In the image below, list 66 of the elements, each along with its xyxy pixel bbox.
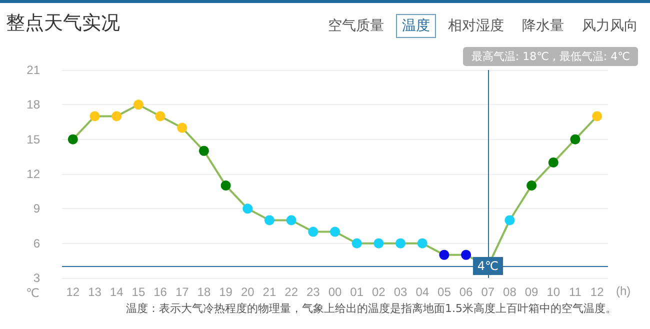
point	[68, 134, 78, 144]
y-tick-label: 15	[26, 132, 40, 146]
text: 降水量	[521, 17, 565, 36]
x-tick-label: 12	[590, 285, 604, 299]
point	[504, 215, 515, 226]
x-tick-label: 00	[328, 285, 342, 299]
y-tick-label: 12	[26, 167, 40, 181]
point	[286, 215, 296, 226]
text: 温度：表示大气冷热程度的物理量，气象上给出的温度是指离地面1.5米高度上百叶箱中的空气温度。	[126, 301, 616, 316]
point	[374, 238, 384, 248]
x-tick-label: 17	[175, 285, 190, 299]
y-tick-label: 18	[26, 98, 40, 112]
point	[396, 238, 406, 248]
x-tick-label: 02	[372, 285, 386, 299]
x-tick-label: 14	[110, 285, 124, 299]
x-tick-label: 08	[503, 285, 517, 299]
point	[198, 146, 209, 156]
x-tick-label: 15	[132, 285, 146, 299]
y-tick-label: 3	[33, 271, 40, 285]
point	[242, 204, 253, 214]
point	[177, 122, 188, 133]
x-tick-label: 09	[524, 285, 539, 299]
point	[439, 250, 450, 260]
point	[264, 215, 274, 226]
y-tick-label: 9	[33, 202, 40, 216]
x-tick-label: 22	[284, 285, 298, 299]
point	[133, 100, 144, 110]
x-tick-label: 01	[350, 285, 364, 299]
text: 空气质量	[327, 17, 385, 36]
y-tick-label: 6	[33, 236, 40, 250]
x-tick-label: 11	[569, 285, 582, 299]
x-tick-label: 07	[481, 285, 495, 299]
point	[352, 238, 362, 248]
text: 风力风向	[581, 17, 639, 36]
x-axis-title: (h)	[616, 284, 631, 298]
x-tick-label: 23	[306, 285, 320, 299]
point	[570, 134, 580, 144]
point	[461, 250, 472, 260]
x-tick-label: 06	[459, 285, 474, 299]
point	[417, 238, 428, 248]
point	[112, 111, 122, 122]
point	[308, 226, 318, 237]
chart-title: 整点天气实况	[6, 11, 120, 36]
x-tick-label: 16	[154, 285, 168, 299]
point	[155, 111, 166, 122]
x-tick-label: 04	[416, 285, 430, 299]
x-tick-label: 05	[438, 285, 452, 299]
x-tick-label: 10	[546, 285, 560, 299]
point	[548, 157, 558, 168]
point	[220, 180, 231, 191]
x-tick-label: 13	[88, 285, 102, 299]
point	[526, 180, 537, 191]
y-tick-label: 21	[26, 63, 40, 77]
x-tick-label: 21	[262, 285, 276, 299]
y-axis-title: ℃	[26, 286, 40, 300]
text: 温度	[396, 14, 436, 38]
x-tick-label: 18	[197, 285, 211, 299]
point	[330, 226, 340, 237]
x-tick-label: 12	[66, 285, 80, 299]
point	[90, 111, 100, 122]
x-tick-label: 03	[394, 285, 408, 299]
point	[592, 111, 602, 122]
text: 最高气温: 18℃ , 最低气温: 4℃	[463, 47, 638, 66]
x-tick-label: 20	[240, 285, 255, 299]
x-tick-label: 19	[219, 285, 233, 299]
text: 相对湿度	[447, 17, 505, 36]
